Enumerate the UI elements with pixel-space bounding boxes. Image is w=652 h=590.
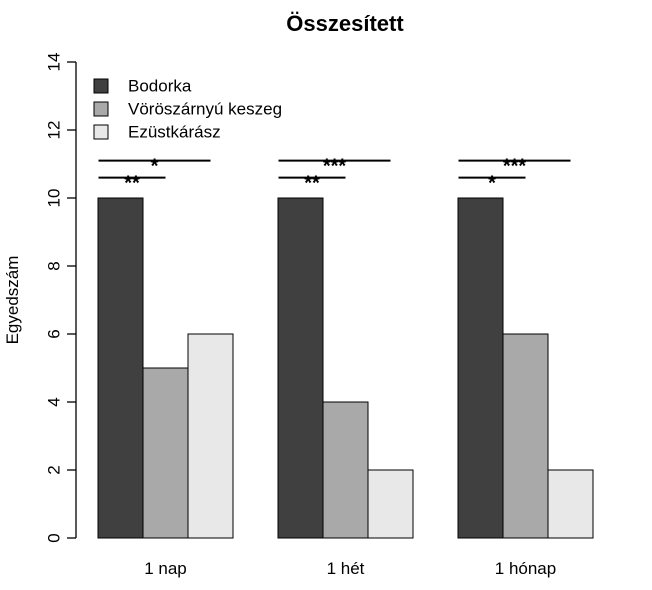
bar xyxy=(97,197,144,539)
bar xyxy=(547,469,594,539)
legend: Bodorka Vöröszárnyú keszeg Ezüstkárász xyxy=(93,77,282,142)
significance-label: *** xyxy=(503,156,527,178)
y-tick-label: 8 xyxy=(45,261,64,270)
significance-label: ** xyxy=(304,173,320,195)
significance-label: * xyxy=(488,173,496,195)
significance-label: ** xyxy=(124,173,140,195)
y-tick-label: 6 xyxy=(45,329,64,338)
significance-annotations: ************ xyxy=(98,156,571,195)
bar xyxy=(277,197,324,539)
y-tick-label: 4 xyxy=(45,397,64,406)
y-axis-label: Egyedszám xyxy=(3,256,22,345)
y-tick-label: 2 xyxy=(45,465,64,474)
bar xyxy=(142,367,189,539)
x-axis-tick-labels: 1 nap 1 hét 1 hónap xyxy=(144,559,556,578)
y-tick-label: 12 xyxy=(45,121,64,140)
bar xyxy=(502,333,549,539)
x-tick-label: 1 nap xyxy=(144,559,187,578)
bar xyxy=(457,197,504,539)
legend-swatch xyxy=(93,124,109,140)
bars xyxy=(97,197,594,539)
significance-label: * xyxy=(151,156,159,178)
bar xyxy=(187,333,234,539)
legend-label: Vöröszárnyú keszeg xyxy=(128,100,282,119)
bar xyxy=(367,469,414,539)
legend-swatch xyxy=(93,101,109,117)
legend-label: Bodorka xyxy=(128,77,192,96)
y-axis: 0 2 4 6 8 10 12 14 xyxy=(45,53,77,543)
x-tick-label: 1 hét xyxy=(327,559,365,578)
legend-swatch xyxy=(93,78,109,94)
chart-title: Összesített xyxy=(286,11,404,36)
y-tick-label: 10 xyxy=(45,189,64,208)
x-tick-label: 1 hónap xyxy=(495,559,556,578)
legend-label: Ezüstkárász xyxy=(128,123,221,142)
y-tick-label: 0 xyxy=(45,533,64,542)
y-tick-label: 14 xyxy=(45,53,64,72)
bar xyxy=(322,401,369,539)
significance-label: *** xyxy=(323,156,347,178)
